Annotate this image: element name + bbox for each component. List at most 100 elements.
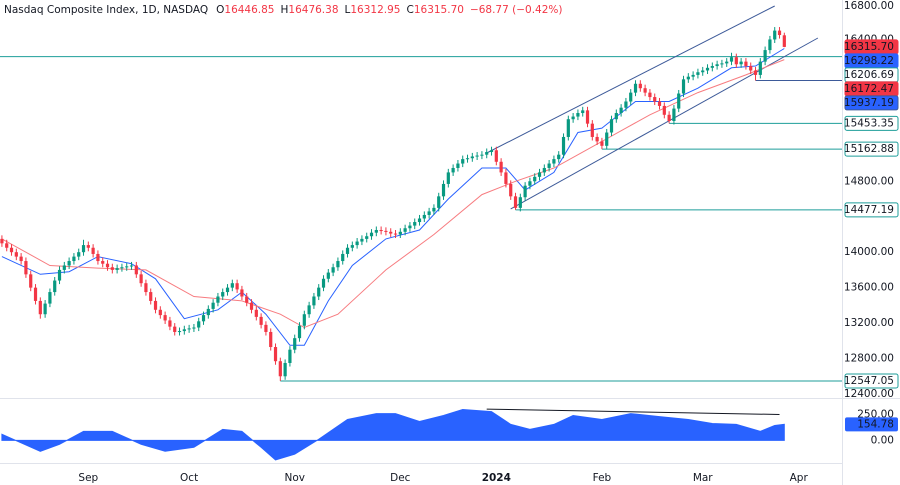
candle-body [312,296,316,306]
candle-body [518,197,522,208]
candle-body [139,274,143,284]
candle-body [216,296,220,303]
candle-body [29,274,33,288]
x-tick-label: Nov [284,472,305,484]
osc-label: 154.78 [857,418,894,430]
candle-body [326,272,330,279]
level-label: 14477.19 [844,204,894,216]
candle-body [614,113,618,120]
candle-body [379,230,383,232]
candle-body [470,156,474,159]
candle-body [705,67,710,71]
candle-body [230,283,234,288]
candle-body [240,289,244,297]
candle-body [149,292,153,301]
candle-body [437,196,441,208]
candle-body [297,325,302,339]
candle-body [576,113,580,117]
oscillator-area [1,408,785,461]
osc-tick-label: 0.00 [871,434,894,446]
candle-body [441,183,446,197]
candle-body [269,331,273,348]
candle-body [86,245,90,248]
candle-body [504,172,508,184]
candle-body [38,300,42,315]
candle-body [81,245,86,253]
candle-body [427,211,431,215]
ohlc-value: 16312.95 [350,4,400,16]
candle-body [571,116,575,120]
ohlc-value: 16315.70 [414,4,464,16]
candle-body [48,292,52,304]
osc-label-box [845,417,898,432]
candle-body [533,176,537,182]
candle-body [374,230,378,233]
y-tick-label: 16800.00 [844,0,894,12]
candle-body [480,154,484,156]
candle-body [523,185,527,198]
ma-label: 16298.22 [844,55,894,67]
candle-body [182,329,186,332]
candle-body [96,253,100,262]
candle-body [278,361,282,377]
candle-body [350,245,354,248]
candle-body [590,123,594,137]
candle-body [9,247,14,253]
candle-body [110,267,114,270]
candle-body [77,252,81,257]
candle-body [638,83,642,89]
candle-body [19,256,23,262]
candle-body [302,314,306,326]
last-price-label: 16315.70 [844,41,894,53]
candle-body [62,265,66,270]
candle-body [653,97,657,102]
candle-body [753,70,758,75]
candle-body [369,232,374,237]
candle-body [144,283,148,293]
candle-body [662,105,666,115]
candle-body [552,159,556,164]
candle-body [417,218,422,223]
candle-body [499,161,503,173]
y-tick-label: 14000.00 [844,246,894,258]
candle-body [249,302,254,310]
y-tick-label: 12400.00 [844,388,894,400]
candle-body [777,30,782,36]
candle-body [432,207,436,212]
ohlc-key: H [281,4,289,16]
level-label-box [844,95,899,111]
candle-body [609,119,614,133]
candle-body [321,278,326,288]
chart-title: Nasdaq Composite Index, 1D, NASDAQ [4,4,208,16]
candle-body [283,362,287,377]
candle-body [489,150,494,153]
candle-body [782,35,786,47]
candle-body [691,74,695,77]
candle-body [643,88,647,93]
candle-body [729,57,734,62]
candle-body [749,66,753,71]
candle-body [701,70,705,73]
candle-body [408,225,412,229]
y-tick-label: 12800.00 [844,353,894,365]
candle-body [57,269,62,281]
candle-body [67,261,71,266]
level-label: 15937.19 [844,97,894,109]
candle-body [0,238,4,244]
level-label: 15162.88 [844,143,894,155]
candle-body [446,172,450,184]
candle-body [465,158,470,160]
candle-body [206,308,210,316]
candle-body [485,152,489,155]
x-tick-label: Apr [790,472,809,484]
candle-body [677,93,681,109]
x-tick-label: Sep [78,472,98,484]
price-pane [0,5,842,382]
candle-body [384,230,388,232]
candle-body [413,222,417,226]
candle-body [341,253,345,262]
oscillator-trendline [486,408,780,415]
candle-body [288,349,292,363]
candle-body [681,79,686,94]
